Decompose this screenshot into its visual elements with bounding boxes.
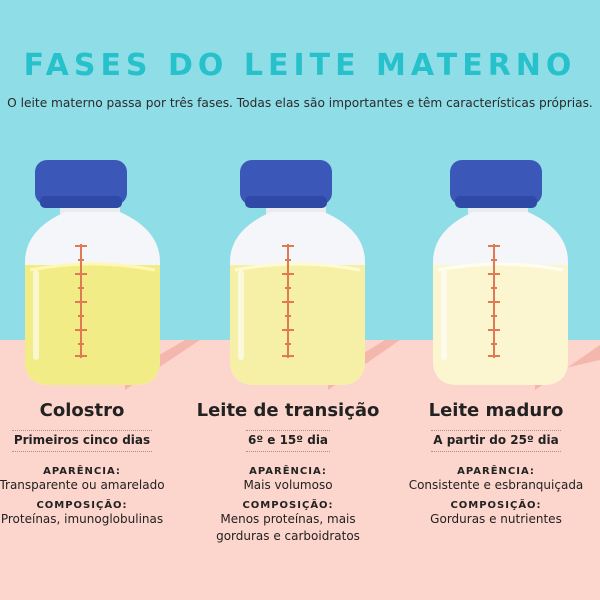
- phase-period: Primeiros cinco dias: [11, 430, 153, 452]
- bottle-cap: [240, 160, 332, 205]
- appearance-label: APARÊNCIA:: [249, 466, 327, 477]
- appearance-label: APARÊNCIA:: [457, 466, 535, 477]
- appearance-text: Consistente e esbranquiçada: [408, 478, 584, 492]
- phase-period: A partir do 25º dia: [431, 430, 561, 452]
- bottle-transicao: [230, 160, 365, 385]
- phase-title: Leite de transição: [196, 400, 380, 421]
- appearance-text: Mais volumoso: [243, 478, 333, 492]
- phase-period: 6º e 15º dia: [245, 430, 331, 452]
- measure-scale: [488, 244, 500, 358]
- appearance-text: Transparente ou amarelado: [0, 478, 165, 492]
- composition-label: COMPOSIÇÃO:: [242, 500, 334, 511]
- measure-scale: [282, 244, 294, 358]
- composition-label: COMPOSIÇÃO:: [36, 500, 128, 511]
- phase-transicao: Leite de transição 6º e 15º dia APARÊNCI…: [188, 400, 388, 551]
- bottle-cap: [450, 160, 542, 205]
- phase-title: Leite maduro: [428, 400, 564, 421]
- page-title: FASES DO LEITE MATERNO: [23, 48, 577, 83]
- phase-title: Colostro: [39, 400, 125, 421]
- composition-text: Menos proteínas, mais gorduras e carboid…: [216, 512, 360, 543]
- milk-fill: [25, 265, 160, 385]
- appearance-label: APARÊNCIA:: [43, 466, 121, 477]
- milk-fill: [230, 265, 365, 385]
- composition-text: Proteínas, imunoglobulinas: [0, 512, 164, 526]
- composition-label: COMPOSIÇÃO:: [450, 500, 542, 511]
- page-subtitle: O leite materno passa por três fases. To…: [7, 96, 593, 110]
- bottle-maduro: [433, 160, 568, 385]
- milk-fill: [433, 265, 568, 385]
- composition-text: Gorduras e nutrientes: [430, 512, 562, 526]
- measure-scale: [75, 244, 87, 358]
- phase-colostro: Colostro Primeiros cinco dias APARÊNCIA:…: [0, 400, 182, 534]
- phase-maduro: Leite maduro A partir do 25º dia APARÊNC…: [396, 400, 596, 534]
- bottle-cap: [35, 160, 127, 205]
- bottle-colostro: [25, 160, 160, 385]
